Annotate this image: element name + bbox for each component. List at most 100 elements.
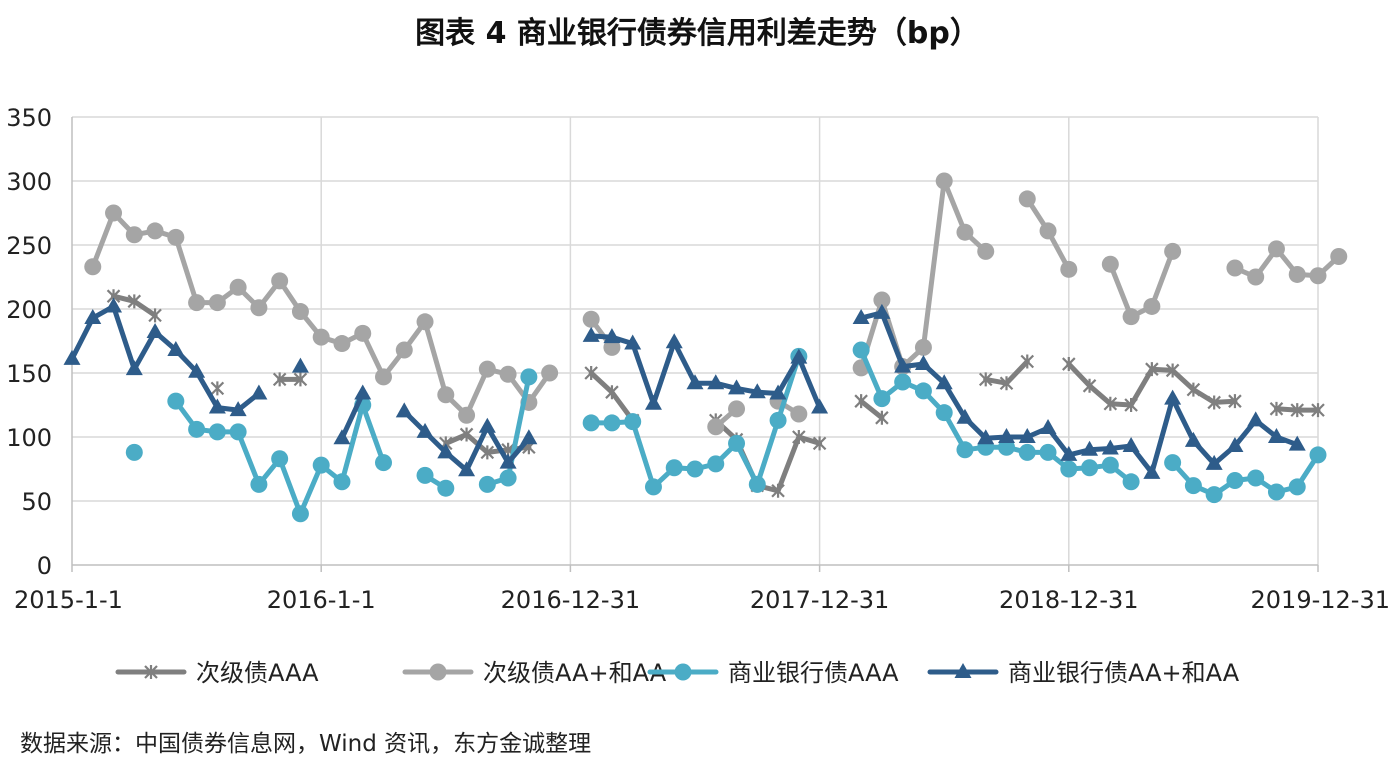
series-3-point (644, 478, 662, 496)
series-4-point (84, 308, 102, 324)
series-3-point (665, 459, 683, 477)
series-2-point (1247, 268, 1265, 286)
series-2-point (935, 172, 953, 190)
x-tick-label: 2016-1-1 (267, 586, 376, 614)
y-tick-label: 200 (6, 296, 52, 324)
series-3-point (582, 414, 600, 432)
y-tick-label: 350 (6, 104, 52, 132)
series-2-point (458, 406, 476, 424)
series-4-point (395, 402, 413, 418)
series-3-point (624, 413, 642, 431)
series-4-point (520, 429, 538, 445)
series-2-point (790, 405, 808, 423)
series-3-point (1018, 443, 1036, 461)
series-3-point (1288, 478, 1306, 496)
series-4-point (333, 429, 351, 445)
legend-swatch-marker (429, 663, 447, 681)
series-3-point (188, 420, 206, 438)
series-2-point (873, 291, 891, 309)
legend-swatch-marker (144, 665, 158, 679)
series-4-point (603, 328, 621, 344)
series-4-point (894, 357, 912, 373)
series-4-point (1018, 428, 1036, 443)
series-3-point (208, 423, 226, 441)
series-3-point (271, 450, 289, 468)
series-3-point (603, 414, 621, 432)
legend-item: 次级债AAA (115, 659, 319, 687)
series-4-point (105, 297, 123, 313)
series-3-point (894, 373, 912, 391)
series-3-point (437, 479, 455, 497)
series-4-point (125, 360, 143, 376)
series-1-point (148, 308, 162, 323)
series-2-point (956, 223, 974, 241)
series-4-point (1060, 445, 1078, 461)
series-4-point (728, 379, 746, 395)
series-2-point (1164, 242, 1182, 260)
series-1-point (978, 372, 993, 387)
series-1-point (1082, 378, 1097, 393)
series-2-point (914, 338, 932, 356)
series-1-point (293, 372, 308, 387)
x-tick-label: 2018-12-31 (999, 586, 1138, 614)
series-3-point (1309, 446, 1327, 464)
series-4-point (1205, 454, 1223, 470)
series-2-point (188, 294, 206, 312)
series-4-point (914, 355, 932, 371)
series-1-point (771, 483, 785, 498)
series-4-point (873, 303, 891, 319)
series-4-point (1039, 419, 1057, 435)
series-4-point (146, 323, 164, 339)
series-2-point (1018, 190, 1036, 208)
series-1-point (1207, 395, 1221, 410)
series-2-point (499, 365, 517, 383)
y-tick-label: 50 (21, 488, 52, 516)
series-4-point (416, 422, 434, 438)
series-4-point (229, 401, 247, 417)
series-4-point (1226, 436, 1244, 452)
series-2-point (541, 364, 559, 382)
series-3-point (1101, 456, 1119, 474)
series-3-point (167, 392, 185, 410)
series-4-point (790, 348, 808, 364)
series-4-point (354, 384, 372, 400)
series-4-point (167, 340, 185, 356)
series-3-point (852, 341, 870, 359)
series-4-point (935, 374, 953, 390)
series-2-point (229, 278, 247, 296)
series-4-point (956, 408, 974, 424)
series-3-point (914, 382, 932, 400)
series-3-point (1122, 473, 1140, 491)
series-1-point (210, 381, 225, 396)
series-3-point (1164, 454, 1182, 472)
series-1-point (1311, 403, 1325, 418)
series-4-point (208, 398, 226, 414)
x-tick-label: 2016-12-31 (501, 586, 640, 614)
series-2-point (1060, 260, 1078, 278)
series-2-point (728, 400, 746, 418)
series-1-point (127, 294, 142, 309)
series-4-point (686, 374, 704, 390)
series-2-point (1267, 240, 1285, 258)
series-2 (84, 172, 1348, 436)
series-2-point (707, 418, 725, 436)
series-1-point (1228, 394, 1242, 409)
series-1-point (1145, 362, 1159, 377)
series-4-point (582, 326, 600, 342)
series-1-point (480, 445, 495, 460)
series-3-point (707, 455, 725, 473)
series-2-point (84, 258, 102, 276)
series-4-point (1247, 411, 1265, 427)
series-3-point (478, 475, 496, 493)
series-2-point (977, 242, 995, 260)
x-tick-label: 2017-12-31 (750, 586, 889, 614)
series-3-point (1226, 472, 1244, 490)
series-4-line (858, 310, 1300, 476)
series-2-point (333, 335, 351, 353)
series-3-point (1039, 443, 1057, 461)
series-4-point (63, 349, 81, 365)
series-4-point (707, 374, 725, 390)
series-1-point (999, 376, 1014, 391)
grid-layer (72, 116, 1319, 565)
